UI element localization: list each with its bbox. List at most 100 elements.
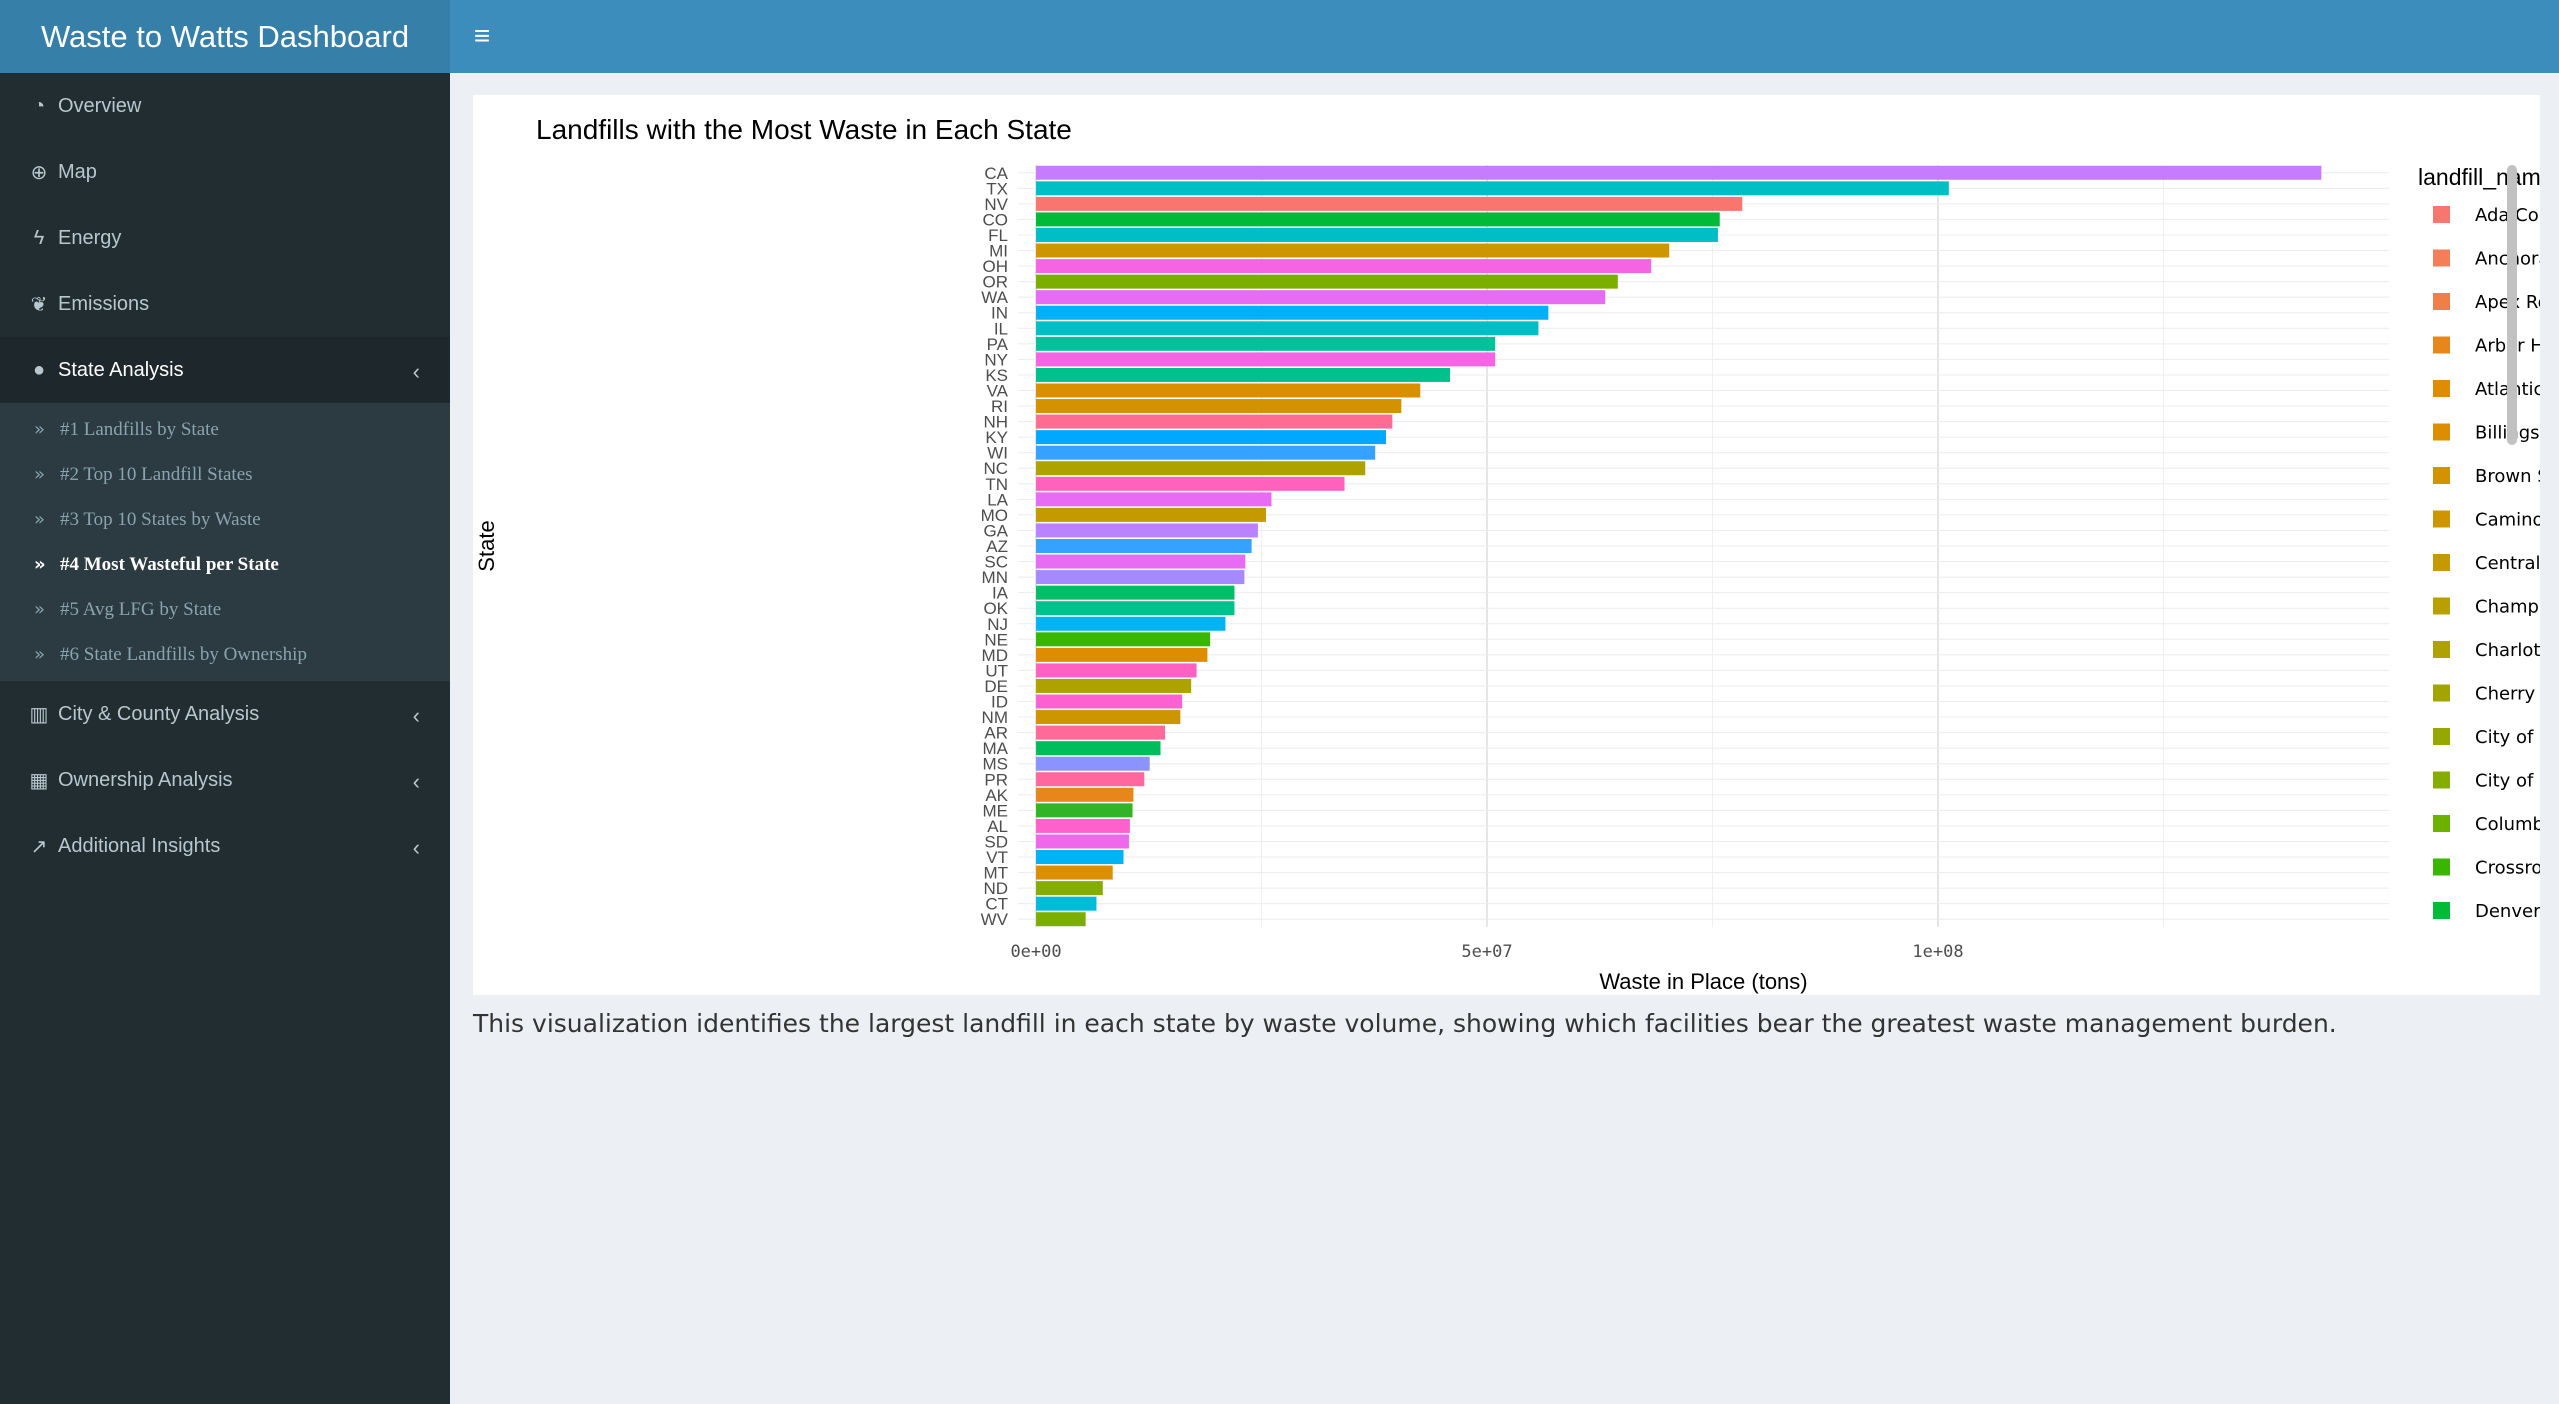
y-tick-label: MT xyxy=(983,864,1008,883)
x-tick-label: 0e+00 xyxy=(1010,942,1061,962)
sidebar-item-ownership[interactable]: ▦ Ownership Analysis ‹ xyxy=(0,747,450,813)
bar-va xyxy=(1036,383,1421,398)
chevron-left-icon: ‹ xyxy=(412,835,420,860)
sidebar-item-label: Energy xyxy=(58,226,122,249)
legend-swatch xyxy=(2433,510,2450,528)
globe-icon: ⊕ xyxy=(30,161,48,184)
x-tick-label: 5e+07 xyxy=(1461,942,1512,962)
subitem-5[interactable]: » #5 Avg LFG by State xyxy=(0,587,450,632)
chevron-left-icon: ‹ xyxy=(412,769,420,794)
sidebar-item-label: City & County Analysis xyxy=(58,702,260,725)
y-tick-label: UT xyxy=(985,661,1008,680)
subitem-label: #5 Avg LFG by State xyxy=(60,598,222,620)
city-icon: ▥ xyxy=(29,703,49,726)
sidebar: ◔ Overview ⊕ Map ϟ Energy ❦ Emissions ● State Ana… xyxy=(0,73,450,1404)
legend-swatch xyxy=(2433,858,2450,876)
leaf-icon: ❦ xyxy=(30,293,48,316)
subitem-6[interactable]: » #6 State Landfills by Ownership xyxy=(0,632,450,677)
double-chevron-right-icon: » xyxy=(34,464,46,485)
y-tick-label: TX xyxy=(986,179,1008,198)
legend-swatch xyxy=(2433,336,2450,354)
bar-fl xyxy=(1036,227,1718,242)
tachometer-icon: ◔ xyxy=(32,94,46,117)
sidebar-item-overview[interactable]: ◔ Overview xyxy=(0,73,450,139)
legend-entry: Brown Station Road Sanitary Landfill xyxy=(2475,466,2540,487)
y-tick-label: OK xyxy=(983,599,1008,618)
legend-swatch xyxy=(2433,684,2450,702)
subitem-1[interactable]: » #1 Landfills by State xyxy=(0,407,450,452)
bar-in xyxy=(1036,305,1549,320)
legend-swatch xyxy=(2433,206,2450,223)
bar-ak xyxy=(1036,787,1134,802)
legend-entry: City of Charleston Landfill xyxy=(2475,727,2540,748)
bar-mn xyxy=(1036,570,1245,585)
subitem-2[interactable]: » #2 Top 10 Landfill States xyxy=(0,452,450,497)
y-tick-label: NH xyxy=(983,413,1008,432)
legend-scrollbar[interactable] xyxy=(2507,165,2517,445)
bar-me xyxy=(1036,803,1133,818)
bar-chart: Landfills with the Most Waste in Each St… xyxy=(474,114,2540,994)
bar-az xyxy=(1036,539,1252,553)
sidebar-item-emissions[interactable]: ❦ Emissions xyxy=(0,271,450,337)
bar-nd xyxy=(1036,881,1103,896)
sidebar-item-energy[interactable]: ϟ Energy xyxy=(0,205,450,271)
bar-id xyxy=(1036,694,1183,709)
bar-pa xyxy=(1036,336,1496,351)
subitem-4[interactable]: » #4 Most Wasteful per State xyxy=(0,542,450,587)
y-tick-label: CO xyxy=(983,210,1009,229)
legend-title: landfill_name xyxy=(2418,164,2540,190)
legend-entry: Cherry Island Landfill xyxy=(2475,684,2540,705)
bar-or xyxy=(1036,274,1618,289)
bar-ma xyxy=(1036,741,1161,756)
subitem-3[interactable]: » #3 Top 10 States by Waste xyxy=(0,497,450,542)
bar-nm xyxy=(1036,710,1181,725)
bar-ca xyxy=(1036,165,2322,180)
legend-swatch xyxy=(2433,423,2450,441)
legend-swatch xyxy=(2433,380,2450,397)
sidebar-item-label: Additional Insights xyxy=(58,834,221,857)
subitem-label: #1 Landfills by State xyxy=(60,418,219,440)
app-title[interactable]: Waste to Watts Dashboard xyxy=(0,0,450,73)
y-tick-label: LA xyxy=(987,490,1008,509)
y-tick-label: KS xyxy=(985,366,1008,385)
hamburger-icon[interactable]: ≡ xyxy=(473,20,491,51)
subitem-label: #3 Top 10 States by Waste xyxy=(60,508,261,530)
y-axis-label: State xyxy=(474,520,499,571)
sidebar-item-label: Ownership Analysis xyxy=(58,768,233,791)
y-tick-label: SC xyxy=(984,553,1008,572)
y-tick-label: CA xyxy=(984,164,1008,183)
x-axis-label: Waste in Place (tons) xyxy=(1599,969,1807,994)
sidebar-item-label: Map xyxy=(58,160,97,183)
bar-ok xyxy=(1036,601,1235,616)
bar-wi xyxy=(1036,445,1376,460)
y-tick-label: SD xyxy=(984,832,1008,851)
sidebar-item-state-analysis[interactable]: ● State Analysis ‹ xyxy=(0,337,450,403)
y-tick-label: NY xyxy=(984,350,1008,369)
legend-swatch xyxy=(2433,815,2450,832)
y-tick-label: MS xyxy=(983,755,1009,774)
bar-sc xyxy=(1036,554,1246,569)
y-tick-label: PA xyxy=(987,335,1009,354)
bar-nv xyxy=(1036,196,1743,211)
sidebar-item-insights[interactable]: ↗ Additional Insights ‹ xyxy=(0,813,450,879)
sidebar-item-city[interactable]: ▥ City & County Analysis ‹ xyxy=(0,681,450,747)
sidebar-item-label: Emissions xyxy=(58,292,150,315)
legend-swatch xyxy=(2433,641,2450,658)
y-tick-label: ME xyxy=(983,801,1009,820)
sidebar-item-map[interactable]: ⊕ Map xyxy=(0,139,450,205)
chevron-left-icon: ‹ xyxy=(412,359,420,384)
top-navbar: Waste to Watts Dashboard ≡ xyxy=(0,0,2559,73)
y-tick-label: MA xyxy=(983,739,1009,758)
y-tick-label: GA xyxy=(983,521,1008,540)
y-tick-label: MN xyxy=(982,568,1008,587)
chart-title: Landfills with the Most Waste in Each St… xyxy=(536,114,1072,145)
bar-ks xyxy=(1036,367,1451,382)
legend-entry: Champ Landfill xyxy=(2475,597,2540,618)
bar-pr xyxy=(1036,772,1145,787)
y-tick-label: CT xyxy=(985,895,1008,914)
bar-ne xyxy=(1036,632,1211,647)
y-tick-label: NM xyxy=(982,708,1008,727)
bar-ga xyxy=(1036,523,1258,538)
building-icon: ▦ xyxy=(29,769,49,792)
legend-swatch xyxy=(2433,597,2450,615)
